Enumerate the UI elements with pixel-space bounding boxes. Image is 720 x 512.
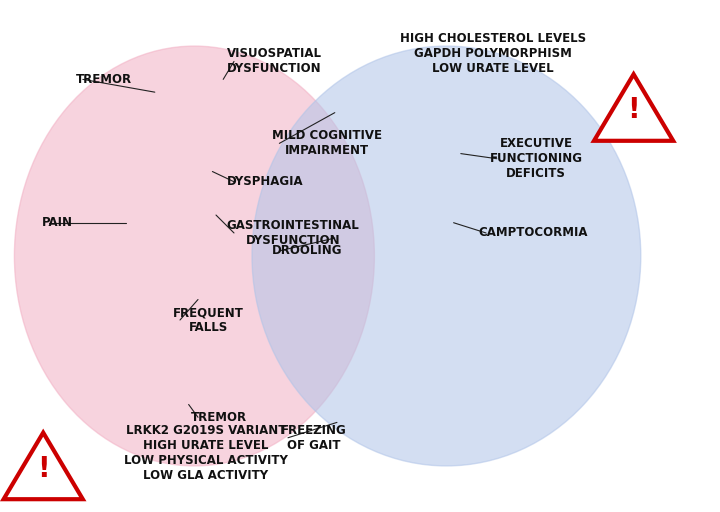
Polygon shape <box>4 433 83 499</box>
Text: DYSPHAGIA: DYSPHAGIA <box>227 175 303 188</box>
Text: DROOLING: DROOLING <box>272 244 343 258</box>
Text: TREMOR: TREMOR <box>191 411 247 424</box>
Text: GASTROINTESTINAL
DYSFUNCTION: GASTROINTESTINAL DYSFUNCTION <box>227 219 359 247</box>
Text: !: ! <box>37 455 50 483</box>
Text: VISUOSPATIAL
DYSFUNCTION: VISUOSPATIAL DYSFUNCTION <box>227 48 322 75</box>
Text: CAMPTOCORMIA: CAMPTOCORMIA <box>479 226 588 240</box>
Text: HIGH CHOLESTEROL LEVELS
GAPDH POLYMORPHISM
LOW URATE LEVEL: HIGH CHOLESTEROL LEVELS GAPDH POLYMORPHI… <box>400 32 586 75</box>
Polygon shape <box>594 74 673 141</box>
Text: FREQUENT
FALLS: FREQUENT FALLS <box>173 306 243 334</box>
Text: EXECUTIVE
FUNCTIONING
DEFICITS: EXECUTIVE FUNCTIONING DEFICITS <box>490 137 582 180</box>
Text: MILD COGNITIVE
IMPAIRMENT: MILD COGNITIVE IMPAIRMENT <box>272 130 382 157</box>
Text: TREMOR: TREMOR <box>76 73 132 86</box>
Text: PAIN: PAIN <box>42 216 73 229</box>
Ellipse shape <box>14 46 374 466</box>
Text: !: ! <box>627 96 640 124</box>
Text: LRKK2 G2019S VARIANT
HIGH URATE LEVEL
LOW PHYSICAL ACTIVITY
LOW GLA ACTIVITY: LRKK2 G2019S VARIANT HIGH URATE LEVEL LO… <box>124 424 288 482</box>
Text: FREEZING
OF GAIT: FREEZING OF GAIT <box>281 424 346 452</box>
Ellipse shape <box>252 46 641 466</box>
